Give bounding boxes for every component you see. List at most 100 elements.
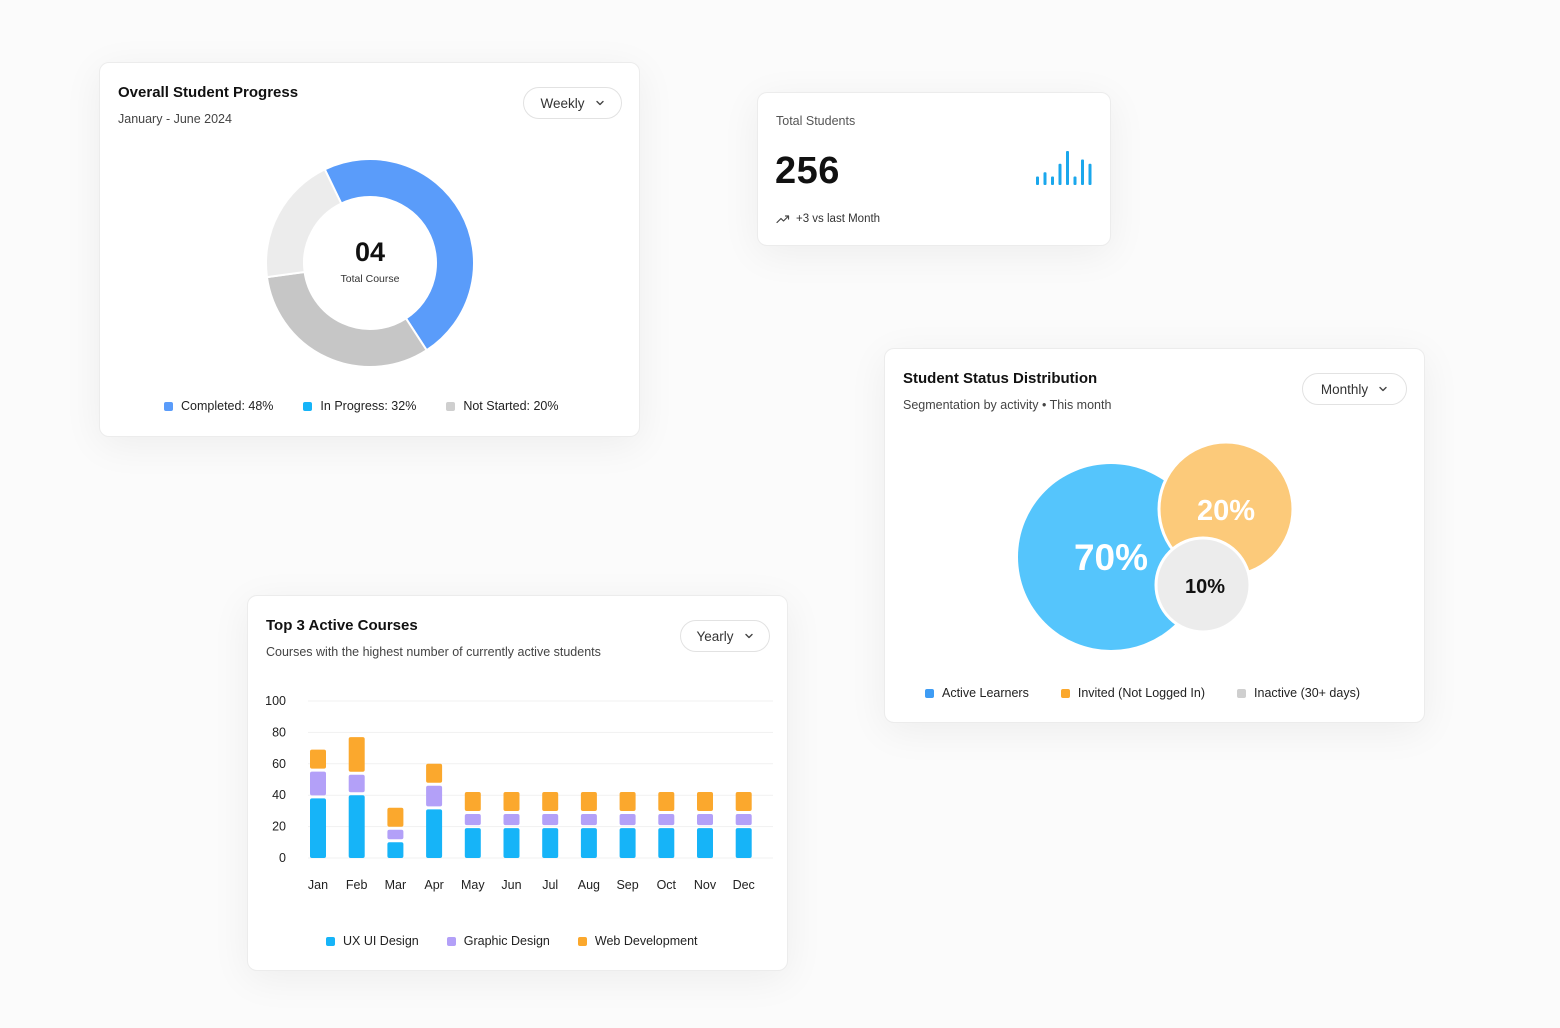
status-period-dropdown[interactable]: Monthly [1302, 373, 1407, 405]
donut-slice-completed [323, 158, 475, 352]
legend-swatch-inactive [1237, 688, 1247, 698]
period-dropdown-label: Weekly [540, 95, 585, 111]
legend-not-started: Not Started: 20% [446, 399, 559, 413]
bar-segment [580, 828, 597, 858]
total-students-card: Total Students 256 +3 vs last Month [757, 92, 1111, 246]
x-tick-label: Feb [346, 878, 368, 892]
bar-segment [697, 814, 713, 826]
chevron-down-icon [595, 100, 604, 106]
sparkline-bar [1036, 176, 1039, 185]
y-tick-label: 100 [265, 694, 286, 708]
bar-segment [464, 814, 481, 826]
bar-segment [310, 749, 326, 769]
x-tick-label: Dec [733, 878, 755, 892]
sparkline-bar [1088, 163, 1092, 185]
donut-center-label: Total Course [341, 273, 400, 285]
courses-title: Top 3 Active Courses [266, 617, 418, 634]
y-tick-label: 60 [272, 757, 286, 771]
bar-segment [580, 792, 597, 812]
total-students-label: Total Students [776, 114, 856, 128]
bar-segment [426, 763, 443, 783]
y-tick-label: 80 [272, 725, 286, 739]
bar-segment [542, 828, 559, 858]
bar-segment [348, 795, 365, 858]
bar-segment [619, 828, 636, 858]
legend-swatch-not-started [446, 401, 456, 411]
status-legend: Active Learners Invited (Not Logged In) … [925, 686, 1360, 700]
y-tick-label: 0 [279, 851, 286, 865]
bar-segment [542, 814, 559, 826]
legend-completed: Completed: 48% [164, 399, 273, 413]
legend-in-progress: In Progress: 32% [303, 399, 416, 413]
bar-segment [464, 792, 481, 812]
period-dropdown[interactable]: Weekly [523, 87, 622, 119]
bubble-inactive [1154, 536, 1252, 634]
x-tick-label: Oct [657, 878, 677, 892]
bar-segment [697, 828, 713, 858]
status-title: Student Status Distribution [903, 370, 1098, 387]
bar-segment [503, 814, 520, 826]
legend-completed-label: Completed: 48% [181, 399, 274, 413]
x-tick-label: Mar [385, 878, 407, 892]
x-tick-label: Jun [501, 878, 521, 892]
courses-period-dropdown[interactable]: Yearly [680, 620, 770, 652]
total-students-value: 256 [775, 150, 840, 192]
x-tick-label: Aug [578, 878, 600, 892]
bar-segment [658, 828, 675, 858]
status-card: Student Status Distribution Segmentation… [884, 348, 1425, 723]
x-tick-label: Sep [616, 878, 638, 892]
legend-invited: Invited (Not Logged In) [1060, 686, 1205, 700]
bar-segment [387, 842, 404, 858]
legend-swatch-web [577, 936, 587, 946]
legend-swatch-graphic [446, 936, 456, 946]
legend-web-label: Web Development [594, 934, 698, 948]
bar-segment [735, 792, 752, 812]
status-period-dropdown-label: Monthly [1320, 381, 1369, 397]
bar-segment [310, 771, 326, 796]
sparkline-bar [1051, 176, 1054, 185]
bar-segment [580, 814, 597, 826]
bar-segment [426, 785, 443, 807]
progress-legend: Completed: 48% In Progress: 32% Not Star… [164, 399, 559, 413]
donut-slice-not-started [265, 168, 343, 279]
chevron-down-icon [744, 633, 753, 639]
x-tick-label: May [461, 878, 485, 892]
bar-segment [387, 807, 404, 827]
chevron-down-icon [1379, 386, 1387, 392]
courses-card: Top 3 Active Courses Courses with the hi… [247, 595, 788, 971]
legend-ux: UX UI Design [326, 934, 419, 948]
legend-swatch-active [925, 688, 934, 698]
sparkline-bar [1043, 172, 1047, 185]
legend-web: Web Development [577, 934, 698, 948]
legend-ux-label: UX UI Design [343, 934, 419, 948]
bar-segment [658, 792, 675, 812]
x-tick-label: Jul [542, 878, 558, 892]
legend-graphic-label: Graphic Design [463, 934, 550, 948]
donut-slice-in-progress [265, 270, 429, 368]
trend-text: +3 vs last Month [796, 213, 881, 225]
bar-segment [735, 828, 752, 858]
sparkline-bar [1081, 159, 1084, 185]
progress-donut: 04 Total Course [265, 158, 475, 368]
progress-card: Overall Student Progress January - June … [99, 62, 640, 437]
legend-active-label: Active Learners [942, 686, 1029, 700]
bubble-active [1018, 464, 1204, 650]
bar-segment [348, 774, 365, 793]
status-subtitle: Segmentation by activity • This month [903, 398, 1112, 412]
legend-not-started-label: Not Started: 20% [463, 399, 559, 413]
legend-swatch-ux [326, 936, 335, 946]
bubble-active-label: 70% [1074, 537, 1148, 578]
bar-segment [426, 809, 443, 858]
legend-inactive-label: Inactive (30+ days) [1254, 686, 1360, 700]
progress-subtitle: January - June 2024 [118, 112, 232, 126]
bar-segment [619, 814, 636, 826]
legend-swatch-invited [1060, 688, 1070, 698]
bar-segment [503, 828, 520, 858]
legend-swatch-completed [164, 401, 173, 411]
bar-segment [387, 829, 404, 840]
bar-segment [542, 792, 559, 812]
courses-period-dropdown-label: Yearly [696, 628, 734, 644]
sparkline-bar [1073, 176, 1077, 185]
trend-up-icon [776, 215, 790, 224]
progress-title: Overall Student Progress [118, 84, 299, 101]
